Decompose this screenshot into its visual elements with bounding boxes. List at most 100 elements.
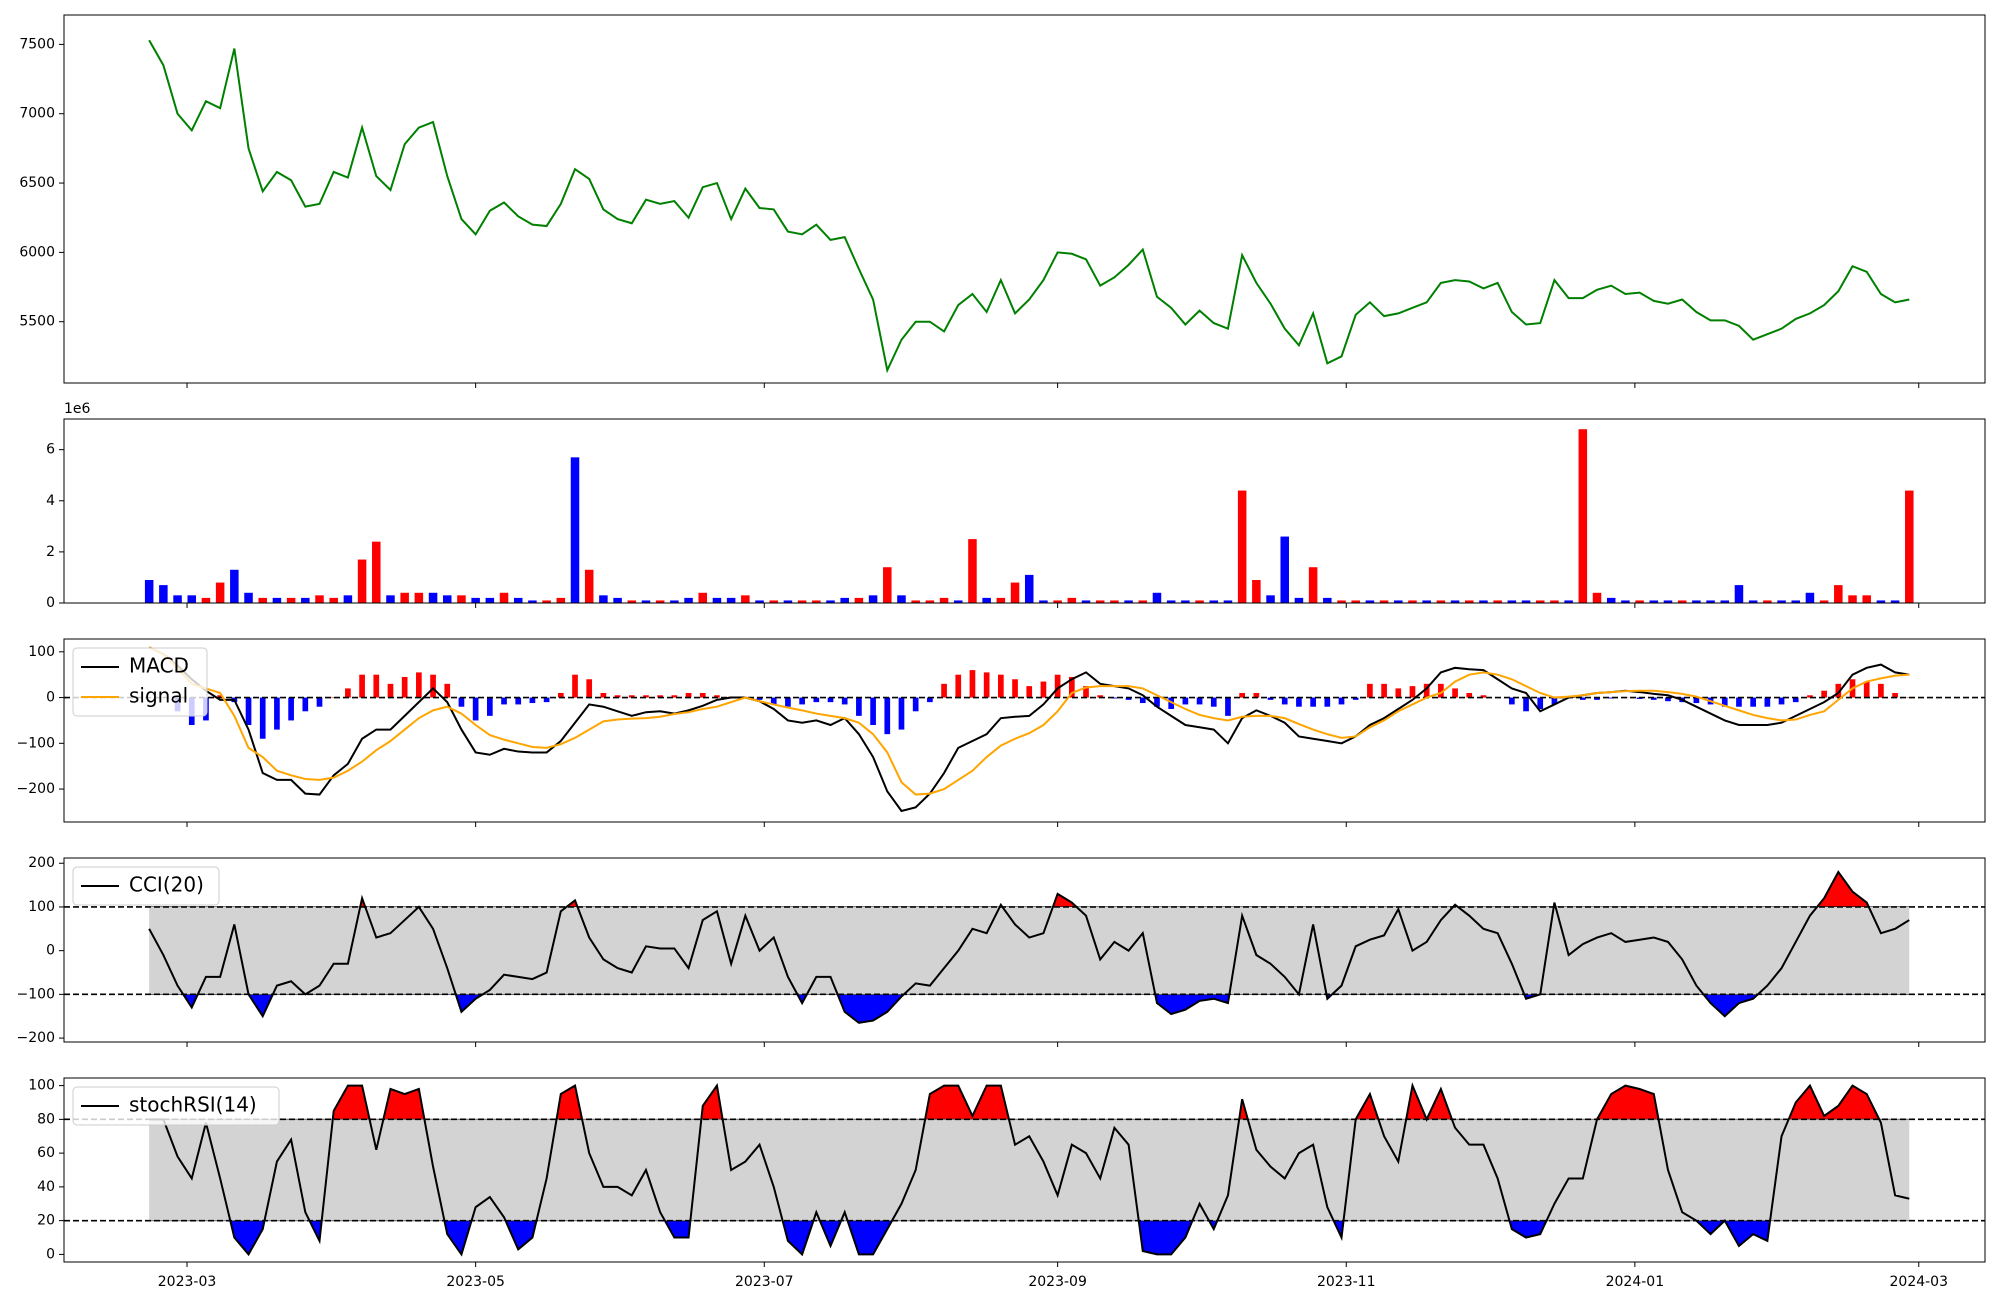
histogram-bar: [1040, 681, 1047, 698]
volume-bar: [1649, 600, 1659, 603]
histogram-bar: [1253, 692, 1260, 698]
histogram-bar: [1736, 697, 1742, 707]
histogram-bar: [330, 697, 337, 699]
legend-frame: [72, 647, 208, 717]
volume-bar: [1280, 536, 1289, 603]
legend: CCI(20): [72, 866, 220, 906]
volume-bar: [982, 597, 991, 603]
threshold-band: [149, 906, 1910, 995]
histogram-bar: [1863, 681, 1870, 698]
histogram-bar: [955, 674, 962, 698]
y-tick-label: 7000: [19, 106, 55, 122]
panel-frame: [63, 1077, 1986, 1263]
volume-bar: [854, 597, 864, 603]
volume-bar: [939, 597, 949, 603]
volume-bar: [1791, 600, 1800, 603]
y-tick-label: −100: [17, 986, 55, 1002]
volume-bar: [457, 595, 466, 603]
x-tick-label: 2023-11: [1317, 1274, 1376, 1290]
histogram-bar: [1594, 697, 1600, 700]
legend-label: MACD: [129, 654, 189, 678]
histogram-bar: [1452, 688, 1458, 698]
volume-bar: [1379, 600, 1389, 603]
y-tick-label: −100: [17, 735, 55, 751]
y-tick-label: 6500: [19, 175, 55, 191]
plot-area: [64, 870, 1985, 1024]
histogram-bar: [557, 692, 564, 698]
histogram-bar: [1310, 697, 1316, 707]
histogram-bar: [1764, 697, 1771, 707]
volume-bar: [797, 600, 807, 603]
histogram-bar: [359, 674, 365, 698]
volume-bar: [1805, 592, 1815, 603]
histogram-bar: [529, 697, 536, 704]
volume-bar: [1408, 600, 1417, 603]
volume-bar: [1237, 490, 1247, 603]
y-tick-label: 100: [28, 644, 55, 660]
histogram-bar: [1608, 697, 1615, 699]
histogram-bar: [799, 697, 805, 705]
volume-bar: [357, 559, 367, 603]
volume-bar: [556, 597, 566, 603]
volume-bar: [627, 600, 637, 603]
volume-bar: [1550, 600, 1559, 603]
volume-bar: [641, 600, 651, 603]
histogram-bar: [1324, 697, 1331, 707]
histogram-bar: [1168, 697, 1175, 709]
volume-bar: [244, 592, 253, 603]
volume-bar: [286, 597, 296, 603]
histogram-bar: [1196, 697, 1203, 705]
volume-bar: [1507, 600, 1517, 603]
volume-bar: [570, 457, 580, 603]
volume-bar: [414, 592, 424, 603]
histogram-bar: [1650, 697, 1657, 700]
volume-bar: [301, 597, 310, 603]
histogram-bar: [1267, 697, 1274, 700]
histogram-bar: [1182, 697, 1189, 705]
histogram-bar: [1281, 697, 1288, 705]
volume-bar: [968, 539, 977, 603]
volume-bar: [1337, 600, 1346, 603]
volume-bar: [1621, 600, 1630, 603]
histogram-bar: [671, 695, 678, 698]
volume-bar: [883, 567, 892, 603]
volume-bar: [1195, 600, 1204, 603]
plot-area: [144, 429, 1914, 603]
volume-bar: [343, 595, 353, 603]
y-tick-label: 6: [46, 442, 55, 458]
volume-bar: [144, 580, 154, 603]
histogram-bar: [1551, 697, 1558, 705]
legend: stochRSI(14): [72, 1086, 280, 1126]
volume-bar: [1606, 597, 1616, 603]
volume-bar: [1734, 585, 1744, 603]
volume-bar: [1635, 600, 1644, 603]
volume-bar: [1748, 600, 1758, 603]
histogram-bar: [1693, 697, 1700, 704]
histogram-bar: [1097, 695, 1104, 698]
histogram-bar: [1068, 676, 1075, 698]
volume-bar: [1834, 585, 1843, 603]
histogram-bar: [416, 672, 422, 698]
volume-bar: [1294, 597, 1304, 603]
histogram-bar: [927, 697, 933, 703]
volume-bar: [1010, 582, 1020, 603]
volume-bar: [428, 592, 438, 603]
volume-bar: [599, 595, 608, 603]
legend-label: stochRSI(14): [129, 1093, 257, 1117]
histogram-bar: [870, 697, 876, 726]
series-line: [149, 1082, 1910, 1257]
volume-bar: [1521, 600, 1531, 603]
volume-bar: [1479, 600, 1488, 603]
volume-bar: [1081, 600, 1091, 603]
histogram-bar: [288, 697, 294, 721]
series-line: [148, 646, 1910, 813]
y-tick-label: 7500: [19, 36, 55, 52]
histogram-bar: [827, 697, 834, 703]
histogram-bar: [1665, 697, 1671, 702]
volume-bar: [1266, 595, 1275, 603]
panel-frame: [63, 638, 1986, 823]
volume-bar: [1436, 600, 1446, 603]
histogram-bar: [1139, 697, 1146, 704]
volume-bar: [1905, 490, 1914, 603]
volume-bar: [613, 597, 622, 603]
